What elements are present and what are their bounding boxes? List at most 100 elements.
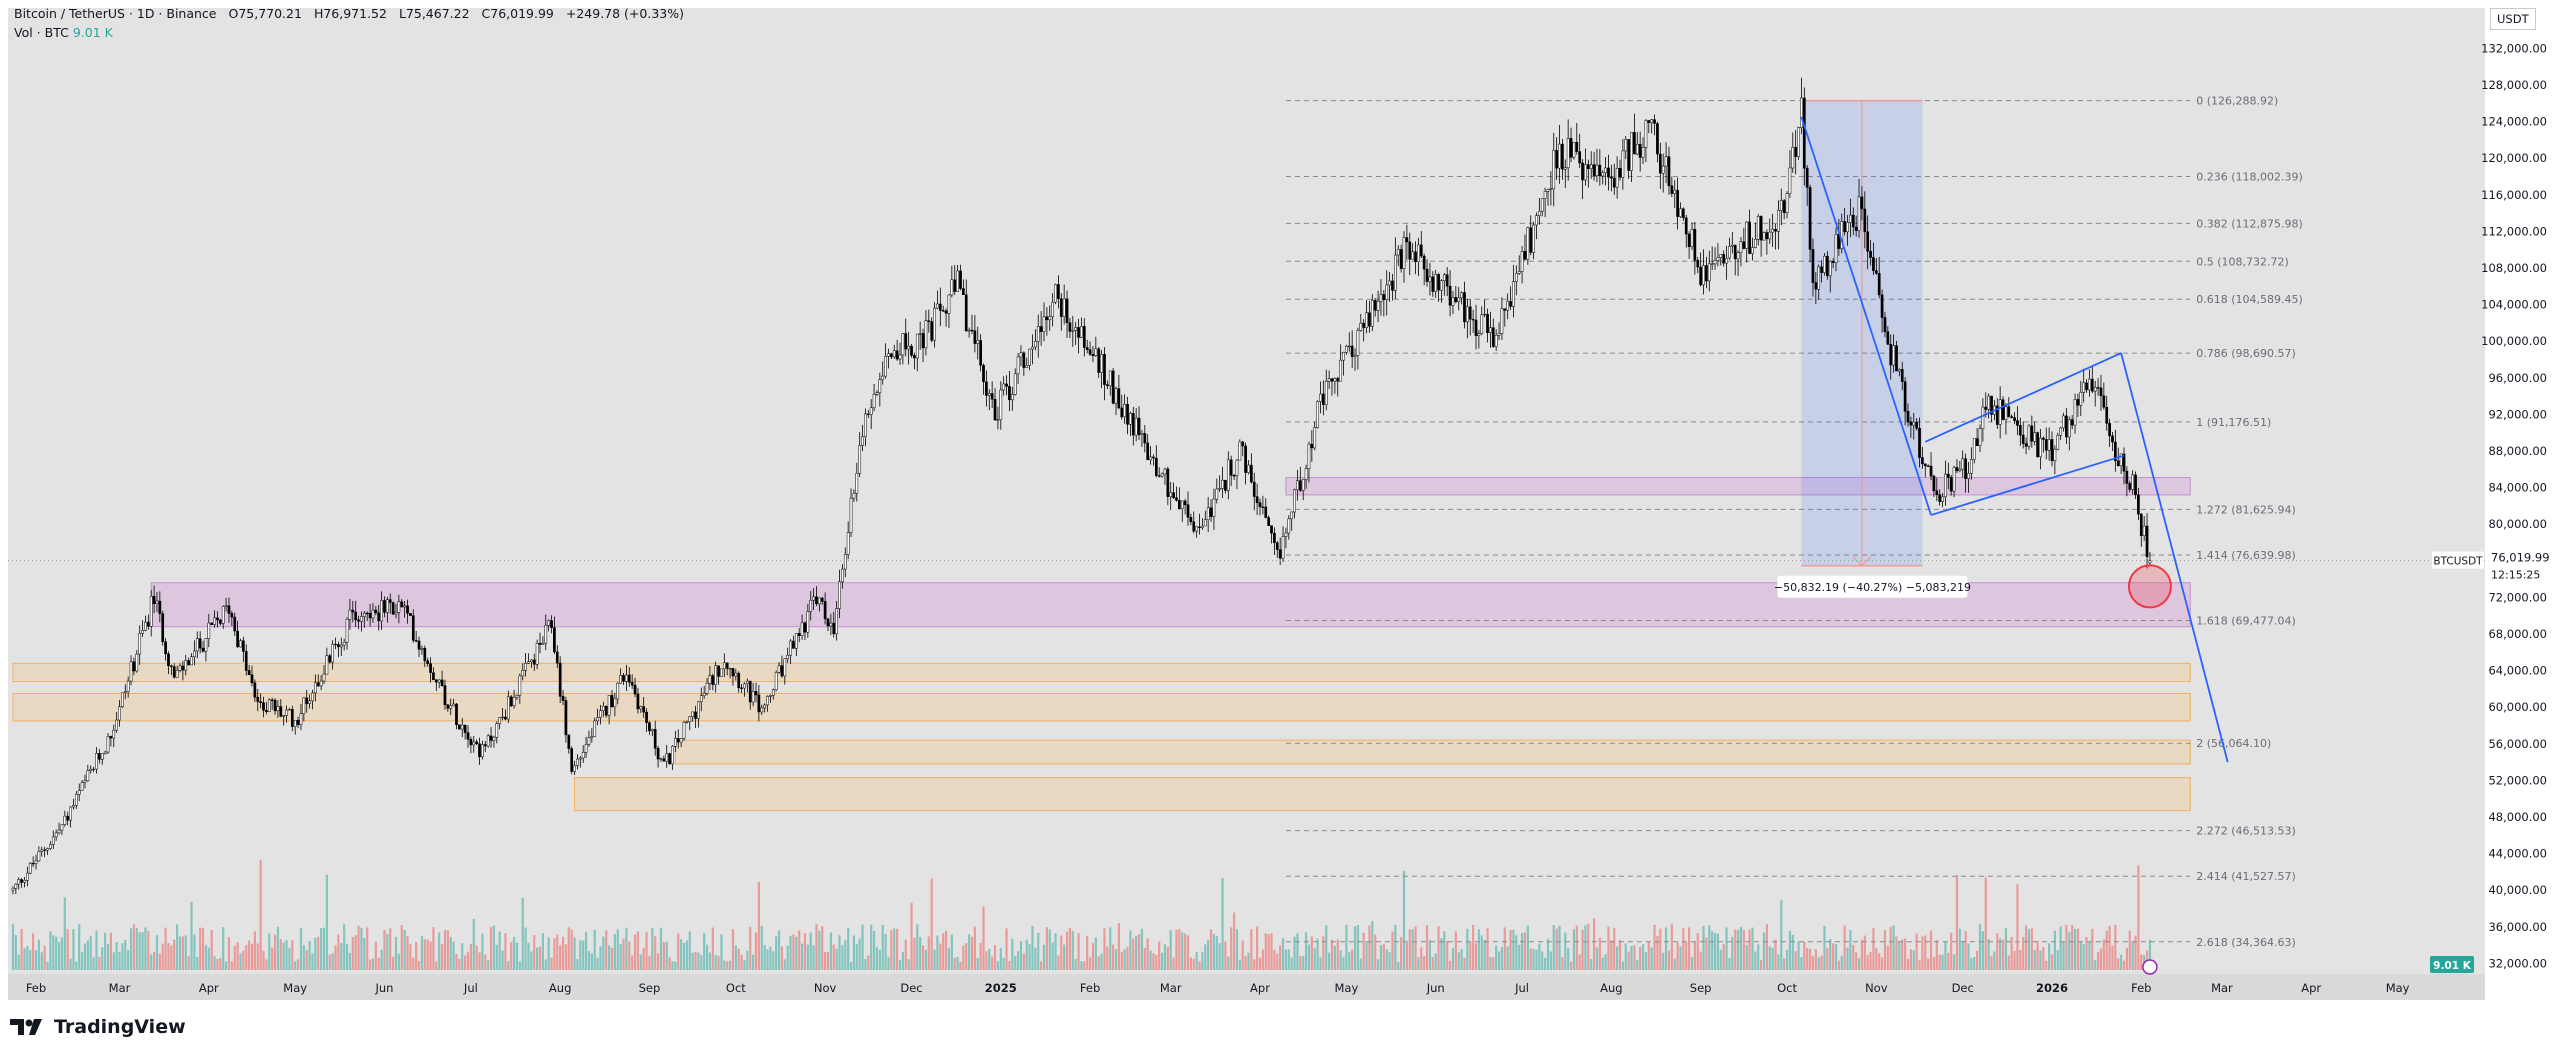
candle-up bbox=[17, 879, 21, 885]
candle-down bbox=[792, 640, 795, 649]
candle-down bbox=[1676, 189, 1679, 217]
volume-bar bbox=[2062, 941, 2065, 970]
volume-bar bbox=[1048, 929, 1051, 970]
volume-bar bbox=[201, 927, 205, 970]
volume-bar bbox=[2019, 949, 2022, 970]
candle-up bbox=[1584, 164, 1587, 181]
candle-down bbox=[1077, 327, 1080, 338]
candle-down bbox=[432, 672, 435, 681]
candle-down bbox=[161, 613, 165, 642]
candle-down bbox=[757, 694, 761, 713]
candle-up bbox=[1301, 479, 1305, 491]
volume-bar bbox=[1685, 942, 1688, 970]
volume-bar bbox=[2079, 941, 2082, 970]
volume-bar bbox=[104, 932, 107, 970]
candle-up bbox=[83, 780, 87, 783]
volume-bar bbox=[584, 932, 588, 970]
support-zone-orange bbox=[574, 777, 2191, 812]
candle-down bbox=[815, 596, 818, 605]
time-axis[interactable] bbox=[8, 974, 2485, 1000]
candle-up bbox=[728, 668, 732, 670]
candle-up bbox=[144, 621, 147, 631]
volume-bar bbox=[1351, 949, 1354, 970]
volume-bar bbox=[1840, 955, 1843, 970]
volume-bar bbox=[671, 961, 674, 970]
symbol-title[interactable]: Bitcoin / TetherUS · 1D · Binance bbox=[14, 6, 217, 21]
candle-down bbox=[1471, 318, 1475, 321]
candle-down bbox=[1831, 261, 1835, 263]
volume-bar bbox=[311, 953, 314, 970]
candle-up bbox=[460, 724, 464, 730]
volume-bar bbox=[409, 943, 412, 970]
candle-down bbox=[532, 659, 536, 665]
volume-bar bbox=[1869, 951, 1872, 970]
candle-down bbox=[1794, 147, 1798, 157]
tradingview-logo[interactable]: TradingView bbox=[10, 1016, 186, 1038]
volume-bar bbox=[1065, 931, 1069, 970]
candle-down bbox=[334, 643, 337, 646]
time-tick-label: Jul bbox=[463, 981, 478, 995]
volume-bar bbox=[1924, 935, 1927, 970]
volume-bar bbox=[524, 927, 527, 970]
candle-down bbox=[2036, 432, 2039, 458]
volume-bar bbox=[875, 947, 879, 970]
volume-bar bbox=[1454, 931, 1457, 970]
candle-up bbox=[593, 720, 597, 737]
candle-up bbox=[394, 612, 398, 615]
volume-bar bbox=[884, 933, 887, 970]
volume-bar bbox=[389, 928, 392, 970]
volume-bar bbox=[927, 936, 930, 970]
volume-bar bbox=[1768, 946, 1771, 970]
volume-bar bbox=[677, 933, 680, 970]
volume-bar bbox=[973, 926, 976, 970]
candle-up bbox=[800, 622, 804, 636]
candle-down bbox=[567, 734, 571, 749]
candle-up bbox=[1218, 488, 1222, 490]
volume-bar bbox=[1544, 957, 1547, 970]
candle-down bbox=[1984, 406, 1988, 410]
candle-down bbox=[622, 675, 625, 682]
candle-up bbox=[1324, 380, 1328, 405]
candle-down bbox=[938, 303, 942, 311]
volume-bar bbox=[268, 933, 271, 970]
candle-down bbox=[1687, 233, 1691, 247]
volume-label[interactable]: Vol · BTC bbox=[14, 25, 69, 40]
volume-bar bbox=[541, 933, 544, 970]
volume-bar bbox=[118, 951, 121, 970]
candle-up bbox=[1221, 479, 1224, 489]
volume-bar bbox=[492, 925, 496, 970]
volume-bar bbox=[1181, 932, 1184, 970]
candle-down bbox=[383, 600, 386, 613]
volume-bar bbox=[1088, 957, 1092, 970]
volume-bar bbox=[438, 932, 441, 970]
candle-down bbox=[668, 753, 671, 765]
price-axis[interactable] bbox=[2485, 8, 2560, 1000]
candle-down bbox=[1362, 322, 1366, 328]
volume-bar bbox=[1659, 928, 1662, 970]
price-tick-label: 124,000.00 bbox=[2481, 115, 2547, 129]
trendlines-layer[interactable] bbox=[1800, 116, 2229, 763]
candle-up bbox=[1353, 355, 1357, 357]
currency-button[interactable]: USDT bbox=[2490, 8, 2536, 30]
volume-bar bbox=[901, 951, 904, 970]
candle-up bbox=[1417, 244, 1420, 262]
plot-area bbox=[8, 8, 2485, 974]
candle-up bbox=[1641, 147, 1645, 158]
volume-bar bbox=[956, 956, 959, 970]
volume-bar bbox=[236, 942, 239, 970]
volume-bar bbox=[1230, 927, 1233, 970]
volume-bar bbox=[772, 951, 775, 970]
candle-up bbox=[1972, 438, 1976, 460]
candle-up bbox=[1756, 216, 1760, 240]
candle-down bbox=[256, 696, 260, 702]
fib-level-label: 0.618 (104,589.45) bbox=[2196, 293, 2303, 306]
candle-up bbox=[1034, 341, 1037, 348]
volume-bar bbox=[1993, 951, 1996, 970]
candle-up bbox=[1388, 280, 1391, 286]
volume-bar bbox=[1086, 935, 1089, 970]
candle-up bbox=[907, 345, 910, 350]
candles-layer bbox=[11, 77, 2152, 895]
volume-bar bbox=[1938, 954, 1941, 970]
volume-bar bbox=[752, 954, 755, 970]
